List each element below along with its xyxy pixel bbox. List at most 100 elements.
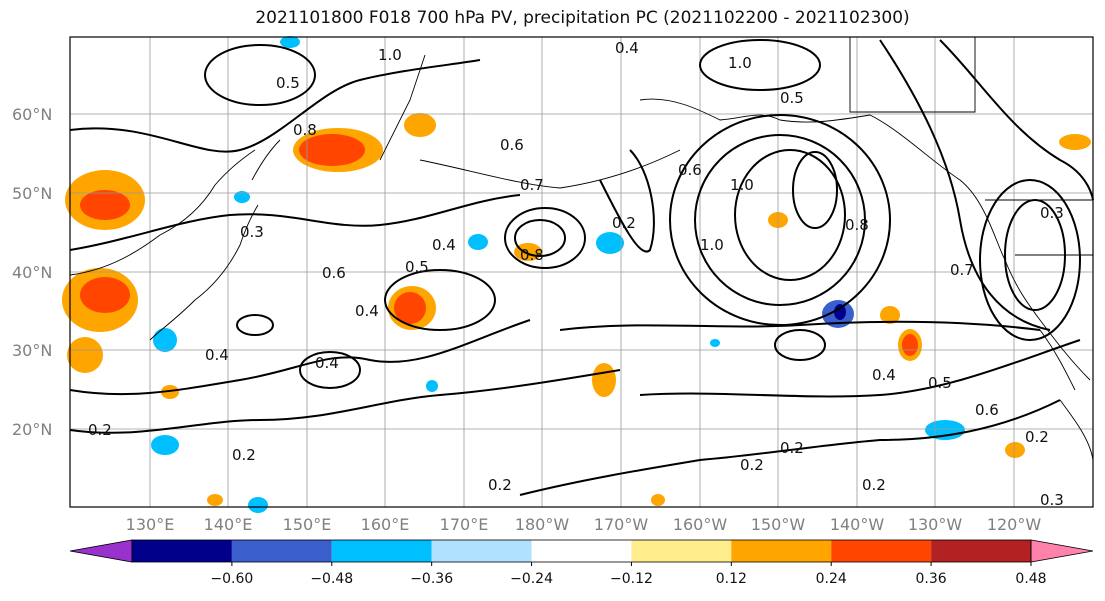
pv-contour <box>599 149 655 253</box>
contour-label: 1.0 <box>728 54 752 72</box>
lat-label: 20°N <box>12 420 52 439</box>
colorbar-segment <box>431 540 532 562</box>
contour-label: 0.4 <box>355 302 379 320</box>
pv-closed-contour <box>514 219 566 257</box>
lat-label: 50°N <box>12 184 52 203</box>
pv-contour <box>519 399 1061 496</box>
contour-label: 0.2 <box>488 476 512 494</box>
latitude-labels: 60°N 50°N 40°N 30°N 20°N <box>12 105 52 439</box>
contour-label: 0.8 <box>845 216 869 234</box>
contour-label: 0.2 <box>1025 428 1049 446</box>
alaska-coast <box>639 98 871 123</box>
colorbar-segment <box>631 540 732 562</box>
precip-positive-blob <box>404 113 436 137</box>
pv-closed-contour <box>669 114 891 326</box>
colorbar-tick-label: −0.60 <box>210 571 253 587</box>
precip-negative-core <box>834 304 846 320</box>
contour-label: 0.2 <box>612 214 636 232</box>
lon-label: 140°E <box>204 515 253 534</box>
pv-contour <box>69 369 621 434</box>
precip-negative-blob <box>596 232 624 254</box>
precip-negative-blob <box>248 497 268 513</box>
pv-contour <box>559 320 1041 331</box>
contour-label: 0.2 <box>232 446 256 464</box>
lat-label: 30°N <box>12 341 52 360</box>
precip-negative-blob <box>710 339 720 347</box>
colorbar-segment <box>831 540 932 562</box>
precip-negative-blob <box>426 380 438 392</box>
contour-label: 0.3 <box>1040 204 1064 222</box>
precip-negative-blob <box>153 328 177 352</box>
contour-label: 0.7 <box>520 176 544 194</box>
contour-label: 0.3 <box>240 223 264 241</box>
pv-closed-contour <box>1004 199 1066 311</box>
contour-label: 0.8 <box>520 246 544 264</box>
longitude-labels: 130°E 140°E 150°E 160°E 170°E 180°W 170°… <box>126 515 1042 534</box>
precip-positive-core <box>299 134 365 166</box>
contour-label: 0.5 <box>928 374 952 392</box>
contour-label: 0.2 <box>862 476 886 494</box>
precip-positive-blob <box>880 306 900 324</box>
us-canada-border <box>849 37 976 113</box>
contour-label: 0.5 <box>405 258 429 276</box>
colorbar-extend-max <box>1030 539 1094 563</box>
contour-label: 0.4 <box>615 39 639 57</box>
pv-contour <box>879 39 1051 331</box>
colorbar-segment <box>931 540 1031 562</box>
map-title: 2021101800 F018 700 hPa PV, precipitatio… <box>255 8 910 28</box>
aleutian-chain <box>419 149 681 189</box>
pv-contour <box>69 319 531 396</box>
lon-label: 130°W <box>908 515 963 534</box>
contour-label: 0.2 <box>740 456 764 474</box>
pv-closed-contour <box>694 134 866 306</box>
contour-label: 0.3 <box>1040 491 1064 509</box>
contour-label: 0.2 <box>780 439 804 457</box>
lon-label: 160°E <box>361 515 410 534</box>
contour-label: 0.4 <box>205 346 229 364</box>
map-frame <box>69 36 1094 508</box>
colorbar-segment <box>331 540 432 562</box>
lon-label: 120°W <box>987 515 1042 534</box>
pv-closed-contour <box>734 149 846 281</box>
contour-label: 0.6 <box>500 136 524 154</box>
map-panel: 1.0 1.0 1.0 1.0 0.8 0.8 0.8 0.7 0.7 0.6 … <box>62 36 1094 513</box>
lon-label: 130°E <box>126 515 175 534</box>
precip-positive-blob <box>1005 442 1025 458</box>
colorbar-outline <box>131 539 1032 563</box>
precip-positive-blob <box>161 385 179 399</box>
contour-label: 1.0 <box>730 176 754 194</box>
colorbar-tick-label: 0.24 <box>816 571 847 587</box>
colorbar-segments <box>69 539 1094 563</box>
precip-positive-core <box>902 334 918 356</box>
pv-contour <box>69 194 521 251</box>
colorbar-extend-min <box>69 539 133 563</box>
lon-label: 160°W <box>673 515 728 534</box>
contour-label: 0.5 <box>780 89 804 107</box>
sakhalin-coast <box>251 139 281 181</box>
colorbar-segment <box>531 540 632 562</box>
contour-label: 0.7 <box>950 261 974 279</box>
mexico-coast <box>1059 399 1094 461</box>
precip-positive-blob <box>1059 134 1091 150</box>
japan-coast <box>149 204 259 341</box>
pv-contour <box>639 339 1081 398</box>
lon-label: 180°W <box>515 515 570 534</box>
lon-label: 140°W <box>830 515 885 534</box>
precip-negative-blob <box>234 191 250 203</box>
contour-label: 0.2 <box>88 421 112 439</box>
pv-contour <box>69 59 481 153</box>
pv-closed-contour <box>504 207 586 269</box>
precip-negative-blob <box>468 234 488 250</box>
colorbar-tick-label: 0.48 <box>1015 571 1046 587</box>
contour-label: 0.8 <box>293 121 317 139</box>
contour-label: 0.6 <box>975 401 999 419</box>
pv-closed-contour <box>299 351 361 389</box>
colorbar-tick-label: 0.12 <box>716 571 747 587</box>
pv-closed-contour <box>384 269 496 331</box>
precip-positive-core <box>80 277 130 313</box>
contour-label: 0.6 <box>322 264 346 282</box>
contour-labels: 1.0 1.0 1.0 1.0 0.8 0.8 0.8 0.7 0.7 0.6 … <box>88 39 1064 509</box>
contour-label: 1.0 <box>700 236 724 254</box>
precip-positive-core <box>394 292 426 324</box>
